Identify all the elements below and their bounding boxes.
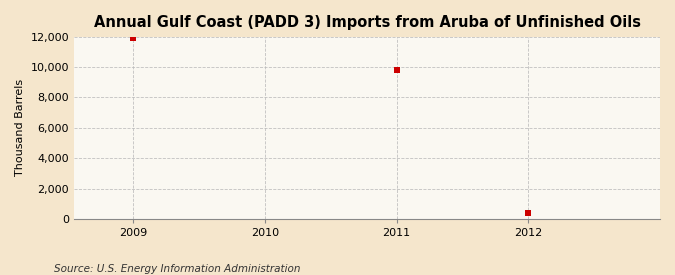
Text: Source: U.S. Energy Information Administration: Source: U.S. Energy Information Administ… (54, 264, 300, 274)
Point (392, 68, 402, 72)
Title: Annual Gulf Coast (PADD 3) Imports from Aruba of Unfinished Oils: Annual Gulf Coast (PADD 3) Imports from … (94, 15, 641, 30)
Point (523, 211, 534, 215)
Y-axis label: Thousand Barrels: Thousand Barrels (15, 79, 25, 176)
Point (128, 36, 138, 40)
